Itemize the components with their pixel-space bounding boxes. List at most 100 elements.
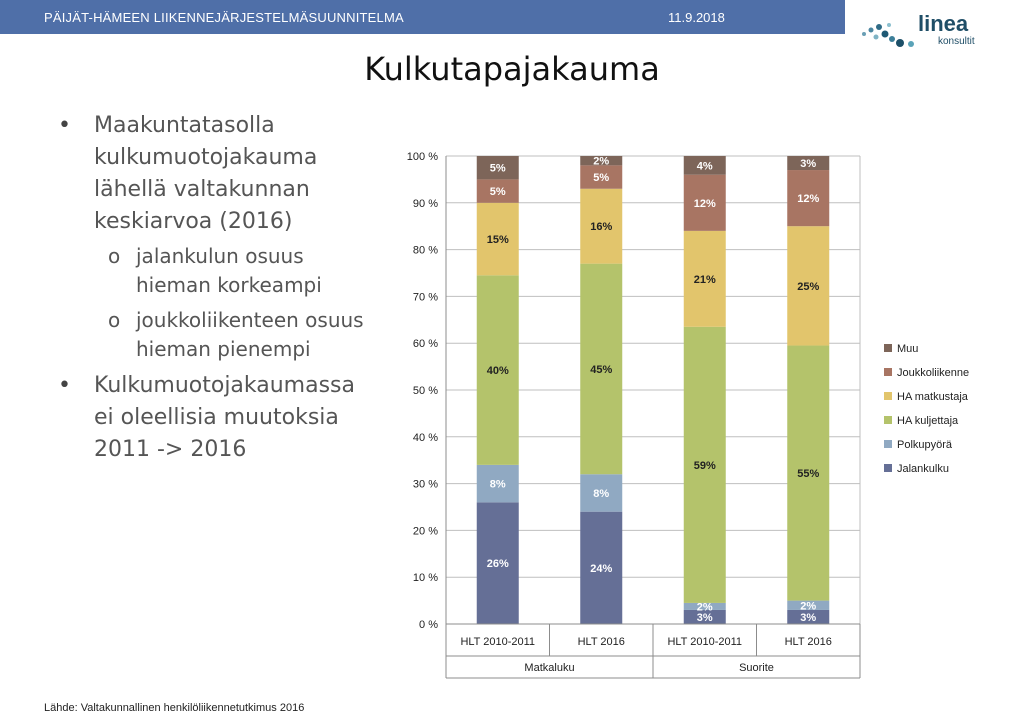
bar-data-label: 55% [797,468,819,480]
bar-data-label: 25% [797,281,819,293]
bullet-ring-icon: o [108,308,121,332]
sub-bullet-item: o jalankulun osuus hieman korkeampi [58,242,378,300]
bullet-dot-icon: • [58,373,71,398]
legend-label: Jalankulku [897,463,949,475]
legend-swatch [884,344,892,352]
bar-data-label: 5% [593,172,609,184]
logo-sub: konsultit [938,36,975,47]
bar-data-label: 5% [490,186,506,198]
bar-segment [580,511,623,624]
bar-segment [787,156,830,171]
group-label: Matkaluku [524,662,574,674]
y-tick-label: 10 % [413,572,438,584]
legend-label: Polkupyörä [897,439,953,451]
bullet-line: keskiarvoa (2016) [94,209,293,234]
y-tick-label: 60 % [413,338,438,350]
bar-data-label: 3% [697,612,713,624]
sub-bullet-item: o joukkoliikenteen osuus hieman pienempi [58,306,378,364]
bar-data-label: 21% [694,274,716,286]
legend-label: HA kuljettaja [897,415,959,427]
bar-data-label: 4% [697,160,713,172]
bar-data-label: 8% [593,488,609,500]
bullet-line: Maakuntatasolla [94,113,275,138]
page-title: Kulkutapajakauma [364,50,660,88]
bar-segment [683,156,726,175]
legend-swatch [884,392,892,400]
legend-swatch [884,368,892,376]
y-tick-label: 90 % [413,198,438,210]
bar-data-label: 59% [694,460,716,472]
bar-data-label: 3% [800,158,816,170]
x-tick-label: HLT 2010-2011 [667,636,742,648]
legend-label: Muu [897,343,918,355]
bar-data-label: 8% [490,479,506,491]
bullet-line: joukkoliikenteen osuus [136,308,364,332]
legend-swatch [884,464,892,472]
x-tick-label: HLT 2016 [578,636,625,648]
header-date: 11.9.2018 [668,10,725,25]
bullet-line: kulkumuotojakauma [94,145,318,170]
source-note: Lähde: Valtakunnallinen henkilöliikennet… [44,702,305,714]
bullet-line: lähellä valtakunnan [94,177,310,202]
y-tick-label: 80 % [413,245,438,257]
bar-segment [580,156,623,166]
bullet-item: • Kulkumuotojakaumassa ei oleellisia muu… [58,370,378,466]
bar-data-label: 45% [590,364,612,376]
bar-segment [787,609,830,624]
y-tick-label: 30 % [413,479,438,491]
bar-segment [580,188,623,264]
bar-data-label: 2% [593,156,609,168]
bullet-line: hieman pienempi [136,337,311,361]
bar-segment [580,474,623,512]
bar-data-label: 2% [697,601,713,613]
bullet-line: jalankulun osuus [136,244,304,268]
bar-segment [683,230,726,327]
logo-name: linea [918,11,969,36]
y-tick-label: 40 % [413,432,438,444]
bullet-line: hieman korkeampi [136,273,322,297]
bar-segment [683,609,726,624]
header-title: PÄIJÄT-HÄMEEN LIIKENNEJÄRJESTELMÄSUUNNIT… [44,10,404,25]
group-label: Suorite [739,662,774,674]
bar-segment [787,170,830,227]
bar-data-label: 3% [800,612,816,624]
bar-data-label: 24% [590,563,612,575]
bar-data-label: 15% [487,234,509,246]
x-tick-label: HLT 2016 [785,636,832,648]
bar-segment [683,602,726,610]
y-tick-label: 70 % [413,291,438,303]
bar-segment [580,263,623,475]
bar-segment [476,202,519,276]
bar-segment [476,179,519,203]
bullet-item: • Maakuntatasolla kulkumuotojakauma lähe… [58,110,378,238]
y-tick-label: 50 % [413,385,438,397]
header-bar: PÄIJÄT-HÄMEEN LIIKENNEJÄRJESTELMÄSUUNNIT… [0,0,845,34]
bullet-dot-icon: • [58,113,71,138]
bar-segment [787,600,830,610]
bar-data-label: 40% [487,365,509,377]
bar-data-label: 16% [590,221,612,233]
bar-data-label: 12% [694,198,716,210]
linea-logo: linea konsultit [862,11,975,47]
y-tick-label: 0 % [419,619,438,631]
bar-segment [476,275,519,465]
legend-swatch [884,440,892,448]
legend-label: HA matkustaja [897,391,969,403]
bar-data-label: 12% [797,193,819,205]
bar-segment [683,174,726,231]
bullet-ring-icon: o [108,244,121,268]
bar-data-label: 2% [800,600,816,612]
bullet-line: Kulkumuotojakaumassa [94,373,356,398]
bar-segment [683,326,726,603]
legend-label: Joukkoliikenne [897,367,969,379]
bar-segment [580,165,623,189]
y-tick-label: 100 % [407,151,438,163]
y-tick-label: 20 % [413,525,438,537]
bar-segment [476,502,519,624]
bullet-line: 2011 -> 2016 [94,437,247,462]
bar-segment [787,345,830,601]
bullet-line: ei oleellisia muutoksia [94,405,339,430]
bar-segment [787,226,830,346]
x-tick-label: HLT 2010-2011 [460,636,535,648]
